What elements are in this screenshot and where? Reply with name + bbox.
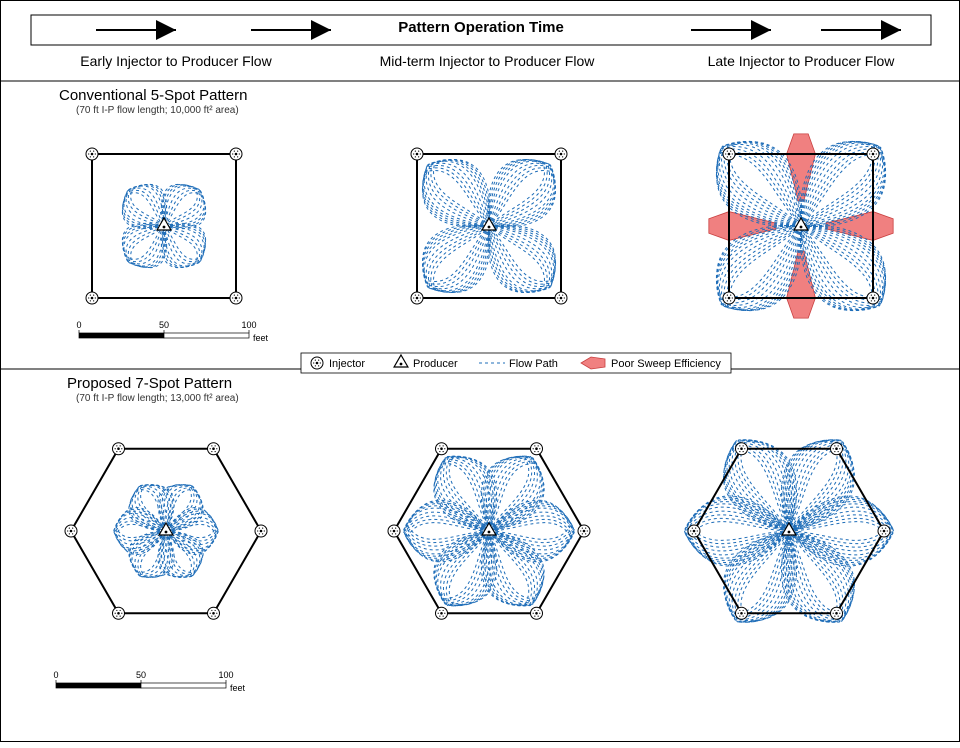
header-title: Pattern Operation Time [381,19,581,36]
scale-bar: 0 50 100 feet [53,670,245,693]
cell-seven_spot [685,440,894,623]
flow-path [114,513,166,548]
poor-sweep-wedge [826,212,893,241]
flow-path [489,226,550,292]
poor-sweep-wedge [787,134,816,201]
row1-subtitle: (70 ft I-P flow length; 10,000 ft² area) [76,105,239,116]
cell-five_spot [411,148,567,304]
flow-path [727,441,789,531]
flow-path [489,226,554,291]
flow-path [489,161,554,226]
flow-path [489,165,555,226]
cell-seven_spot [65,443,267,620]
flow-path [166,513,218,548]
legend-label: Injector [329,358,365,370]
stage-label-mid: Mid-term Injector to Producer Flow [337,53,637,69]
row1-title: Conventional 5-Spot Pattern [59,87,247,104]
flow-path [489,508,575,554]
poor-sweep-wedge [787,251,816,318]
legend-label: Producer [413,358,458,370]
legend: Injector Producer Flow Path Poor Sweep Effi… [301,353,731,373]
scale-tick: 100 [241,320,256,330]
legend-label: Poor Sweep Efficiency [611,358,721,370]
cell-five_spot [86,148,242,304]
scale-tick: 50 [159,320,169,330]
scale-tick: 0 [76,320,81,330]
scale-tick: 50 [136,670,146,680]
flow-path [424,226,489,291]
flow-path [428,160,489,226]
stage-label-late: Late Injector to Producer Flow [651,53,951,69]
poor-sweep-wedge [709,212,776,241]
row2-subtitle: (70 ft I-P flow length; 13,000 ft² area) [76,393,239,404]
legend-label: Flow Path [509,358,558,370]
scale-unit: feet [253,333,269,343]
scale-tick: 0 [53,670,58,680]
stage-label-early: Early Injector to Producer Flow [26,53,326,69]
flow-path [423,226,489,287]
flow-path [424,161,489,226]
cell-five_spot [709,134,893,318]
scale-unit: feet [230,683,246,693]
flow-path [488,531,540,605]
flow-path [404,508,490,554]
figure-root: 0 50 100 feet 0 50 100 feet Injector Producer Flow… [0,0,960,742]
flow-path [789,531,851,621]
row2-title: Proposed 7-Spot Pattern [67,375,232,392]
flow-path [438,457,490,531]
scale-bar: 0 50 100 feet [76,320,268,343]
scale-tick: 100 [218,670,233,680]
cell-seven_spot [388,443,590,620]
